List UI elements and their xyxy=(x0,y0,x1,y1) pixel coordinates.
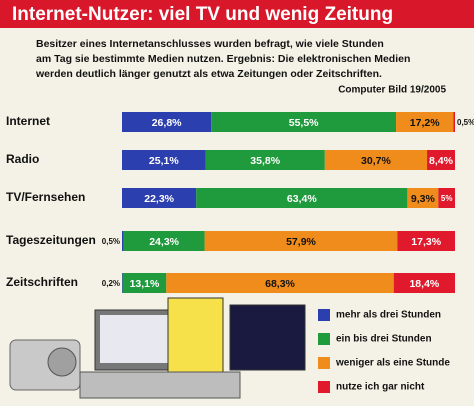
keyboard-icon xyxy=(79,371,241,399)
value-label: 25,1% xyxy=(149,155,179,167)
bar-segment xyxy=(205,150,325,170)
value-label: 0,5% xyxy=(457,118,474,127)
tv-icon xyxy=(229,304,306,371)
bar-segment xyxy=(166,273,394,293)
value-label: 24,3% xyxy=(149,236,179,248)
bar-segment xyxy=(122,112,212,132)
value-label: 0,2% xyxy=(102,279,120,288)
bar-segment xyxy=(204,231,398,251)
category-label: Tageszeitungen xyxy=(6,233,96,247)
illustration xyxy=(9,297,306,399)
value-label: 22,3% xyxy=(144,193,174,205)
bar-segment xyxy=(122,273,123,293)
bar-segment xyxy=(427,150,455,170)
value-label: 35,8% xyxy=(250,155,280,167)
value-label: 68,3% xyxy=(265,278,295,290)
value-label: 17,2% xyxy=(410,117,440,129)
legend-swatch xyxy=(318,357,330,369)
monitor-screen xyxy=(100,315,170,363)
value-label: 13,1% xyxy=(130,278,160,290)
bar-segment xyxy=(453,112,455,132)
legend-label: nutze ich gar nicht xyxy=(336,382,425,393)
value-label: 55,5% xyxy=(289,117,319,129)
bar-segment xyxy=(438,188,455,208)
value-label: 18,4% xyxy=(409,278,439,290)
chart-title: Internet-Nutzer: viel TV und wenig Zeitu… xyxy=(12,4,393,25)
bar-segment xyxy=(397,231,455,251)
value-label: 30,7% xyxy=(361,155,391,167)
value-label: 5% xyxy=(441,194,453,203)
source: Computer Bild 19/2005 xyxy=(338,85,446,96)
value-label: 0,5% xyxy=(102,237,120,246)
title-bar xyxy=(0,0,474,28)
subtitle: werden deutlich länger genutzt als etwa … xyxy=(35,68,382,80)
legend-label: weniger als eine Stunde xyxy=(335,358,450,369)
value-label: 8,4% xyxy=(429,155,454,167)
value-label: 63,4% xyxy=(287,193,317,205)
category-label: TV/Fernsehen xyxy=(6,190,85,204)
bar-segment xyxy=(122,273,167,293)
bar-segment xyxy=(122,231,124,251)
category-label: Zeitschriften xyxy=(6,275,78,289)
category-label: Internet xyxy=(6,114,50,128)
legend-label: mehr als drei Stunden xyxy=(336,310,441,321)
value-label: 9,3% xyxy=(411,193,436,205)
value-label: 17,3% xyxy=(411,236,441,248)
bar-segment xyxy=(324,150,428,170)
radio-speaker xyxy=(47,347,77,377)
category-label: Radio xyxy=(6,152,39,166)
bar-segment xyxy=(393,273,455,293)
bar-segment xyxy=(407,188,439,208)
subtitle: Besitzer eines Internetanschlusses wurde… xyxy=(36,38,384,50)
bar-segment xyxy=(122,188,197,208)
bar-segment xyxy=(211,112,397,132)
bar-segment xyxy=(196,188,408,208)
bar-segment xyxy=(123,231,205,251)
value-label: 26,8% xyxy=(152,117,182,129)
subtitle: am Tag sie bestimmte Medien nutzen. Erge… xyxy=(36,53,410,65)
legend-label: ein bis drei Stunden xyxy=(336,334,432,345)
value-label: 57,9% xyxy=(286,236,316,248)
magazine-icon xyxy=(167,297,224,374)
bar-segment xyxy=(122,150,206,170)
legend-swatch xyxy=(318,381,330,393)
legend-swatch xyxy=(318,333,330,345)
bar-segment xyxy=(396,112,454,132)
legend-swatch xyxy=(318,309,330,321)
